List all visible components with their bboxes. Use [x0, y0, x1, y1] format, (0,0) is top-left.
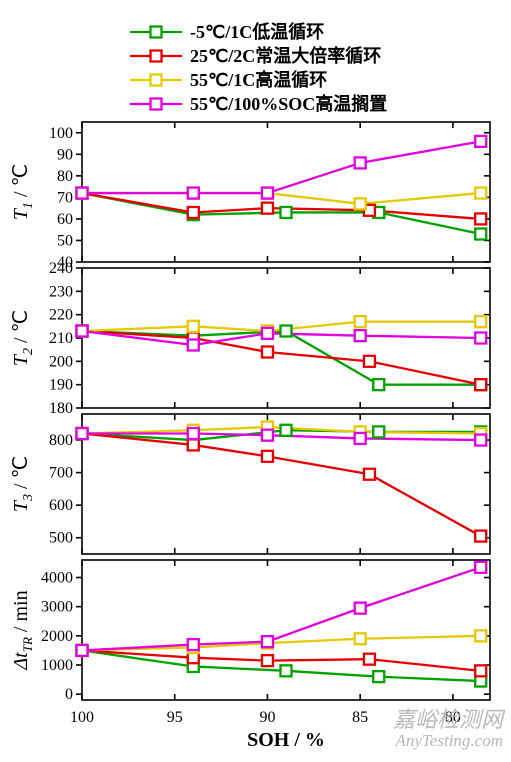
chart-figure: -5℃/1C低温循环 25℃/2C常温大倍率循环 55℃/1C高温循环 55℃/100…	[0, 0, 511, 762]
svg-text:80: 80	[445, 709, 461, 726]
svg-text:ΔtTR / min: ΔtTR / min	[10, 590, 35, 670]
svg-text:80: 80	[57, 168, 73, 185]
svg-text:240: 240	[49, 260, 73, 277]
svg-text:220: 220	[49, 307, 73, 324]
svg-text:100: 100	[49, 125, 73, 142]
svg-text:T3 / ℃: T3 / ℃	[10, 456, 36, 512]
svg-text:100: 100	[70, 709, 94, 726]
svg-text:600: 600	[49, 497, 73, 514]
svg-text:55℃/100%SOC高温搁置: 55℃/100%SOC高温搁置	[190, 93, 387, 114]
svg-text:180: 180	[49, 400, 73, 417]
svg-text:SOH / %: SOH / %	[247, 729, 325, 751]
svg-text:4000: 4000	[41, 570, 73, 587]
svg-text:-5℃/1C低温循环: -5℃/1C低温循环	[190, 21, 324, 42]
svg-text:230: 230	[49, 283, 73, 300]
svg-text:700: 700	[49, 465, 73, 482]
svg-text:85: 85	[352, 709, 368, 726]
svg-text:500: 500	[49, 530, 73, 547]
svg-text:1000: 1000	[41, 657, 73, 674]
svg-text:0: 0	[65, 686, 73, 703]
svg-text:50: 50	[57, 232, 73, 249]
svg-text:3000: 3000	[41, 599, 73, 616]
svg-text:90: 90	[57, 146, 73, 163]
svg-text:200: 200	[49, 353, 73, 370]
svg-text:T2 / ℃: T2 / ℃	[10, 310, 36, 366]
svg-text:95: 95	[167, 709, 183, 726]
svg-text:60: 60	[57, 211, 73, 228]
svg-text:T1 / ℃: T1 / ℃	[10, 164, 36, 220]
svg-text:800: 800	[49, 432, 73, 449]
svg-text:25℃/2C常温大倍率循环: 25℃/2C常温大倍率循环	[190, 45, 381, 66]
svg-text:210: 210	[49, 330, 73, 347]
svg-text:190: 190	[49, 377, 73, 394]
svg-text:2000: 2000	[41, 628, 73, 645]
svg-text:90: 90	[259, 709, 275, 726]
svg-text:55℃/1C高温循环: 55℃/1C高温循环	[190, 69, 327, 90]
svg-text:70: 70	[57, 189, 73, 206]
